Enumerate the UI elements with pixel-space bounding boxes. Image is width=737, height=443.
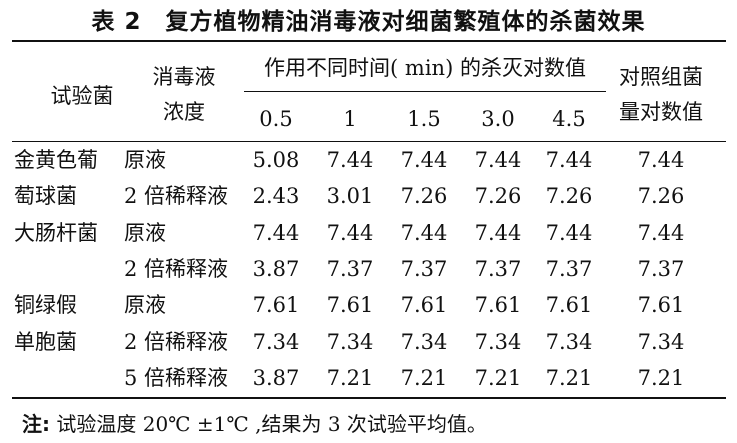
header-bottom-rule — [12, 141, 726, 142]
row-value-cell: 7.26 — [474, 184, 522, 208]
row-value-cell: 7.37 — [545, 257, 593, 281]
row-value-cell: 7.34 — [252, 330, 300, 354]
header-time-2: 1.5 — [407, 107, 441, 131]
row-value-cell: 7.37 — [326, 257, 374, 281]
row-value-cell: 7.21 — [545, 366, 593, 390]
row-control-value: 7.34 — [637, 330, 685, 354]
row-organism: 单胞菌 — [14, 330, 77, 354]
bottom-rule — [12, 397, 726, 399]
table-note: 注: 试验温度 20℃ ±1℃ ,结果为 3 次试验平均值。 — [22, 408, 487, 437]
row-value-cell: 7.61 — [474, 293, 522, 317]
note-label: 注: — [22, 412, 50, 436]
header-concentration-line2: 浓度 — [163, 100, 205, 124]
row-value-cell: 7.44 — [326, 221, 374, 245]
row-value-cell: 7.21 — [326, 366, 374, 390]
row-value-cell: 3.01 — [326, 184, 374, 208]
row-concentration: 2 倍稀释液 — [124, 257, 229, 281]
row-concentration: 原液 — [124, 148, 166, 172]
row-value-cell: 5.08 — [252, 148, 300, 172]
row-control-value: 7.21 — [637, 366, 685, 390]
header-time-group: 作用不同时间( min) 的杀灭对数值 — [264, 56, 586, 80]
header-time-3: 3.0 — [481, 107, 515, 131]
row-value-cell: 7.44 — [474, 148, 522, 172]
row-value-cell: 7.44 — [400, 221, 448, 245]
row-value-cell: 7.26 — [400, 184, 448, 208]
row-value-cell: 7.61 — [252, 293, 300, 317]
row-control-value: 7.37 — [637, 257, 685, 281]
row-concentration: 原液 — [124, 221, 166, 245]
row-value-cell: 7.44 — [545, 148, 593, 172]
row-value-cell: 7.34 — [326, 330, 374, 354]
row-value-cell: 7.26 — [545, 184, 593, 208]
header-time-4: 4.5 — [552, 107, 586, 131]
row-concentration: 原液 — [124, 293, 166, 317]
header-time-0: 0.5 — [259, 107, 293, 131]
note-text: 试验温度 20℃ ±1℃ ,结果为 3 次试验平均值。 — [50, 412, 487, 436]
row-organism: 大肠杆菌 — [14, 221, 98, 245]
row-value-cell: 7.34 — [474, 330, 522, 354]
row-control-value: 7.44 — [637, 221, 685, 245]
row-value-cell: 7.44 — [474, 221, 522, 245]
row-value-cell: 7.34 — [545, 330, 593, 354]
top-rule — [12, 40, 726, 42]
row-value-cell: 7.21 — [400, 366, 448, 390]
header-subrule — [244, 91, 606, 92]
row-value-cell: 7.44 — [400, 148, 448, 172]
row-value-cell: 7.44 — [252, 221, 300, 245]
row-value-cell: 7.61 — [545, 293, 593, 317]
row-concentration: 2 倍稀释液 — [124, 184, 229, 208]
row-value-cell: 7.61 — [326, 293, 374, 317]
row-organism: 萄球菌 — [14, 184, 77, 208]
row-value-cell: 7.44 — [326, 148, 374, 172]
row-concentration: 2 倍稀释液 — [124, 330, 229, 354]
row-value-cell: 2.43 — [252, 184, 300, 208]
header-organism: 试验菌 — [50, 84, 114, 108]
row-organism: 铜绿假 — [14, 293, 77, 317]
row-value-cell: 7.21 — [474, 366, 522, 390]
row-value-cell: 7.44 — [545, 221, 593, 245]
row-value-cell: 7.61 — [400, 293, 448, 317]
row-value-cell: 3.87 — [252, 366, 300, 390]
row-value-cell: 7.37 — [400, 257, 448, 281]
header-concentration-line1: 消毒液 — [152, 65, 216, 89]
table-title: 表 2 复方植物精油消毒液对细菌繁殖体的杀菌效果 — [91, 9, 646, 35]
row-value-cell: 3.87 — [252, 257, 300, 281]
row-control-value: 7.61 — [637, 293, 685, 317]
header-time-1: 1 — [343, 107, 357, 131]
row-control-value: 7.44 — [637, 148, 685, 172]
row-value-cell: 7.34 — [400, 330, 448, 354]
row-concentration: 5 倍稀释液 — [124, 366, 229, 390]
header-control-line2: 量对数值 — [619, 100, 703, 124]
row-value-cell: 7.37 — [474, 257, 522, 281]
header-control-line1: 对照组菌 — [619, 65, 703, 89]
row-organism: 金黄色葡 — [14, 148, 98, 172]
row-control-value: 7.26 — [637, 184, 685, 208]
